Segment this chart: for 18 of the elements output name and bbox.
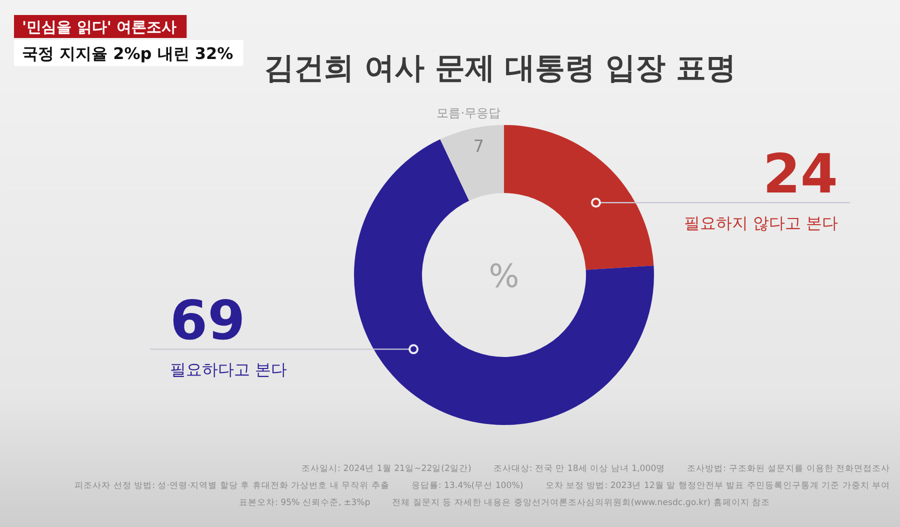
slice-label: 모름·무응답 xyxy=(436,106,501,120)
text: 응답률: 13.4%(무선 100%) xyxy=(411,481,524,491)
data-label: 7 xyxy=(473,136,484,157)
text: % xyxy=(488,257,520,295)
data-label: 24 xyxy=(762,142,838,206)
text: 피조사자 선정 방법: 성·연령·지역별 할당 후 휴대전화 가상번호 내 무작위 추출 xyxy=(74,481,390,491)
text: 조사방법: 구조화된 설문지를 이용한 전화면접조사 xyxy=(687,464,890,474)
text: 국정 지지율 2%p 내린 32% xyxy=(22,44,234,63)
text: 표본오차: 95% 신뢰수준, ±3%p xyxy=(238,498,370,508)
text: 전체 질문지 등 자세한 내용은 중앙선거여론조사심의위원회(www.nesdc.go.kr) 홈페이지 참조 xyxy=(392,498,770,508)
text: 조사일시: 2024년 1월 21일~22일(2일간) xyxy=(302,464,472,474)
chart-title: 김건희 여사 문제 대통령 입장 표명 xyxy=(264,51,736,86)
slice-label: 필요하다고 본다 xyxy=(170,360,288,380)
text: 오차 보정 방법: 2023년 12월 말 행정안전부 발표 주민등록인구통계 기준 가중치 부여 xyxy=(545,481,890,491)
text: 조사대상: 전국 만 18세 이상 남녀 1,000명 xyxy=(493,464,666,474)
text: '민심을 읽다' 여론조사 xyxy=(22,18,177,36)
slice-label: 필요하지 않다고 본다 xyxy=(684,214,838,233)
data-label: 69 xyxy=(170,289,246,352)
